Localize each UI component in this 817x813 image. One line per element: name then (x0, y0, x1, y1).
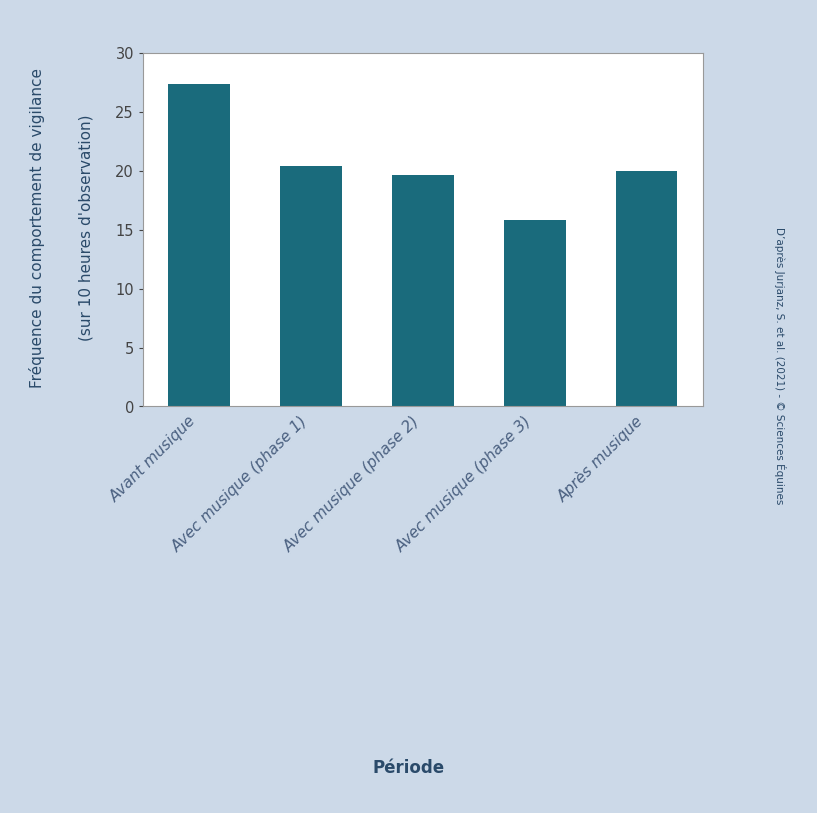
Text: Période: Période (373, 759, 444, 777)
Bar (504, 220, 565, 406)
Bar (616, 171, 677, 406)
Bar (168, 85, 230, 406)
Bar (392, 175, 453, 406)
Bar (280, 166, 342, 406)
Text: (sur 10 heures d'observation): (sur 10 heures d'observation) (78, 115, 93, 341)
Text: Fréquence du comportement de vigilance: Fréquence du comportement de vigilance (29, 67, 45, 388)
Text: D’après Jurjanz, S. et al. (2021) - © Sciences Équines: D’après Jurjanz, S. et al. (2021) - © Sc… (775, 227, 786, 505)
